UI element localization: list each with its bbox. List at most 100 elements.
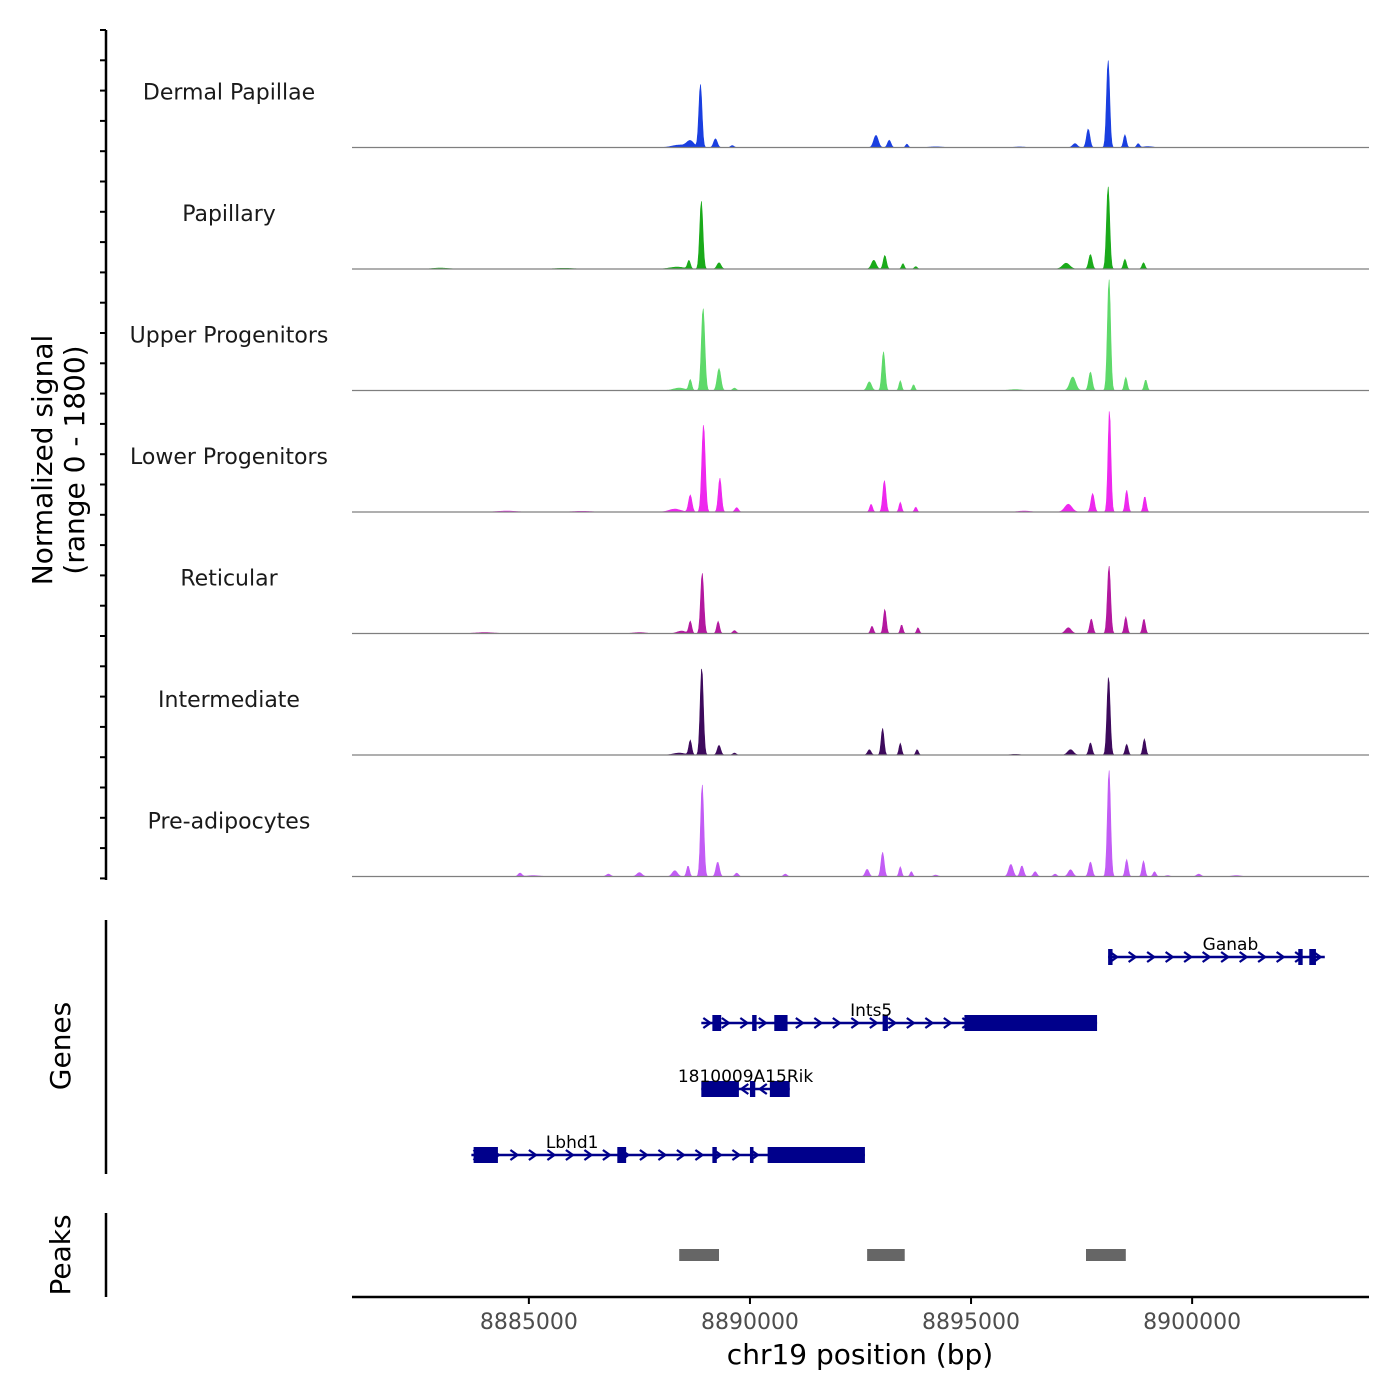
strand-arrow bbox=[639, 1149, 649, 1161]
strand-arrow bbox=[906, 1017, 916, 1029]
x-axis-title: chr19 position (bp) bbox=[727, 1338, 993, 1371]
track-label: Dermal Papillae bbox=[143, 81, 315, 106]
signal-track-3: Upper Progenitors bbox=[130, 279, 1369, 392]
gene-exon bbox=[752, 1015, 757, 1031]
x-axis: 8885000 8890000 8895000 8900000 bbox=[352, 1295, 1369, 1335]
strand-arrow bbox=[721, 1017, 731, 1029]
gene-label: Ints5 bbox=[850, 1001, 892, 1021]
signal-axis-title-line2: (range 0 - 1800) bbox=[58, 345, 91, 574]
track-label: Pre-adipocytes bbox=[148, 810, 311, 835]
gene-exon bbox=[767, 1147, 865, 1163]
gene-model: Lbhd1 bbox=[471, 1133, 865, 1163]
strand-arrow bbox=[509, 1149, 520, 1161]
signal-area bbox=[352, 186, 1369, 270]
strand-arrow bbox=[1275, 951, 1286, 963]
signal-area bbox=[352, 411, 1369, 513]
strand-arrow bbox=[813, 1017, 824, 1029]
gene-exon bbox=[749, 1147, 754, 1163]
signal-area bbox=[352, 770, 1369, 877]
gene-exon bbox=[701, 1081, 739, 1097]
strand-arrow bbox=[1201, 951, 1212, 963]
signal-area bbox=[352, 565, 1369, 634]
strand-arrow bbox=[758, 1017, 768, 1029]
signal-track-7: Pre-adipocytes bbox=[148, 770, 1369, 878]
gene-exon bbox=[882, 1015, 888, 1031]
signal-track-2: Papillary bbox=[182, 186, 1369, 270]
gene-annotation-track: Ganab Ints5 1810009A15Rik Lbhd1 bbox=[471, 935, 1325, 1163]
signal-tracks: Dermal Papillae Papillary Upper Progenitor… bbox=[130, 60, 1369, 878]
strand-arrow bbox=[943, 1017, 953, 1029]
signal-y-axis bbox=[100, 29, 108, 880]
peaks-axis-title: Peaks bbox=[44, 1214, 77, 1295]
gene-label: Ganab bbox=[1203, 935, 1259, 955]
gene-label: Lbhd1 bbox=[546, 1133, 599, 1153]
gene-exon bbox=[774, 1015, 788, 1031]
strand-arrow bbox=[739, 1017, 750, 1029]
x-tick-label: 8900000 bbox=[1143, 1310, 1241, 1335]
strand-arrow bbox=[887, 1017, 898, 1029]
gene-model: Ganab bbox=[1108, 935, 1325, 965]
peak-region bbox=[1086, 1249, 1126, 1261]
strand-arrow bbox=[739, 1083, 749, 1095]
signal-track-5: Reticular bbox=[180, 565, 1369, 635]
strand-arrow bbox=[757, 1083, 768, 1095]
strand-arrow bbox=[1127, 951, 1138, 963]
signal-area bbox=[352, 279, 1369, 391]
strand-arrow bbox=[1312, 951, 1323, 963]
gene-exon bbox=[712, 1147, 717, 1163]
gene-model: Ints5 bbox=[701, 1001, 1098, 1031]
peak-region-track bbox=[679, 1249, 1126, 1261]
strand-arrow bbox=[676, 1149, 686, 1161]
gene-model: 1810009A15Rik bbox=[678, 1067, 814, 1097]
signal-area bbox=[352, 60, 1369, 148]
strand-arrow bbox=[1183, 951, 1194, 963]
strand-arrow bbox=[795, 1017, 805, 1029]
track-label: Intermediate bbox=[158, 688, 300, 713]
signal-area bbox=[352, 668, 1369, 756]
strand-arrow bbox=[850, 1017, 861, 1029]
strand-arrow bbox=[565, 1149, 575, 1161]
signal-axis-title-line1: Normalized signal bbox=[26, 335, 59, 586]
signal-track-4: Lower Progenitors bbox=[130, 411, 1369, 513]
gene-exon bbox=[769, 1081, 790, 1097]
strand-arrow bbox=[869, 1017, 879, 1029]
gene-exon bbox=[712, 1015, 722, 1031]
track-label: Reticular bbox=[180, 567, 278, 592]
strand-arrow bbox=[731, 1149, 742, 1161]
signal-track-1: Dermal Papillae bbox=[143, 60, 1369, 149]
strand-arrow bbox=[546, 1149, 557, 1161]
gene-label: 1810009A15Rik bbox=[678, 1067, 814, 1087]
peak-region bbox=[679, 1249, 720, 1261]
strand-arrow bbox=[583, 1149, 594, 1161]
x-tick-label: 8890000 bbox=[701, 1310, 799, 1335]
strand-arrow bbox=[1238, 951, 1249, 963]
strand-arrow bbox=[1220, 951, 1231, 963]
strand-arrow bbox=[1257, 951, 1268, 963]
gene-exon bbox=[1309, 949, 1316, 965]
gene-exon bbox=[1298, 949, 1303, 965]
strand-arrow bbox=[1164, 951, 1175, 963]
track-label: Lower Progenitors bbox=[130, 445, 328, 470]
strand-arrow bbox=[528, 1149, 538, 1161]
strand-arrow bbox=[702, 1017, 713, 1029]
strand-arrow bbox=[602, 1149, 612, 1161]
track-label: Papillary bbox=[182, 202, 276, 227]
gene-exon bbox=[617, 1147, 627, 1163]
x-tick-label: 8885000 bbox=[480, 1310, 578, 1335]
track-label: Upper Progenitors bbox=[130, 324, 329, 349]
strand-arrow bbox=[657, 1149, 668, 1161]
peak-region bbox=[867, 1249, 905, 1261]
strand-arrow bbox=[924, 1017, 935, 1029]
x-tick-label: 8895000 bbox=[922, 1310, 1020, 1335]
gene-exon bbox=[749, 1081, 756, 1097]
gene-exon bbox=[1108, 949, 1113, 965]
gene-exon bbox=[473, 1147, 498, 1163]
strand-arrow bbox=[832, 1017, 842, 1029]
strand-arrow bbox=[1146, 951, 1157, 963]
signal-track-6: Intermediate bbox=[158, 668, 1369, 756]
gene-exon bbox=[964, 1015, 1098, 1031]
genes-axis-title: Genes bbox=[44, 1002, 77, 1090]
strand-arrow bbox=[694, 1149, 705, 1161]
